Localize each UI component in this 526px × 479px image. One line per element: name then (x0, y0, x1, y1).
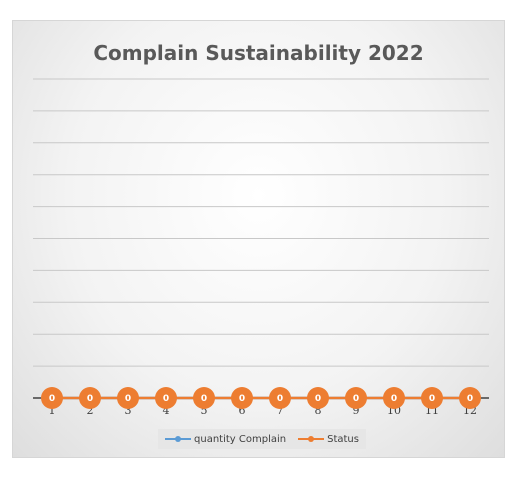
data-label: 0 (87, 394, 93, 404)
x-tick-label: 4 (163, 404, 170, 417)
x-tick-label: 2 (87, 404, 94, 417)
data-point-status (231, 387, 253, 409)
data-point-status (459, 387, 481, 409)
data-label: 0 (277, 394, 283, 404)
data-point-status (193, 387, 215, 409)
data-point-status (307, 387, 329, 409)
data-label: 0 (353, 394, 359, 404)
chart-title: Complain Sustainability 2022 (93, 41, 424, 65)
data-label: 0 (201, 394, 207, 404)
x-tick-label: 7 (277, 404, 284, 417)
data-label: 0 (467, 394, 473, 404)
legend: quantity Complain Status (158, 429, 366, 449)
data-point-status (155, 387, 177, 409)
data-point-status (345, 387, 367, 409)
data-point-status (269, 387, 291, 409)
data-point-status (117, 387, 139, 409)
chart-area: Complain Sustainability 2022 1 2 3 4 5 6 7 8 9 10… (12, 20, 505, 458)
data-label: 0 (49, 394, 55, 404)
data-label: 0 (315, 394, 321, 404)
data-point-status (41, 387, 63, 409)
data-point-status (421, 387, 443, 409)
x-tick-label: 6 (239, 404, 246, 417)
data-point-status (79, 387, 101, 409)
legend-entry-status: Status (298, 434, 359, 445)
legend-label-status: Status (327, 433, 359, 445)
x-tick-label: 8 (315, 404, 322, 417)
data-label: 0 (163, 394, 169, 404)
data-label: 0 (239, 394, 245, 404)
x-tick-label: 3 (125, 404, 132, 417)
plot-area: 1 2 3 4 5 6 7 8 9 10 11 120 0 0 0 0 0 0 0 0 0 0 0 (33, 78, 489, 417)
x-tick-label: 9 (353, 404, 360, 417)
x-tick-label: 1 (49, 404, 56, 417)
legend-swatch-quantity-complain (165, 435, 192, 443)
data-label: 0 (391, 394, 397, 404)
data-point-status (383, 387, 405, 409)
data-label: 0 (125, 394, 131, 404)
legend-entry-quantity-complain: quantity Complain (165, 434, 286, 445)
legend-label-quantity-complain: quantity Complain (194, 433, 287, 445)
data-label: 0 (429, 394, 435, 404)
legend-swatch-status (298, 435, 325, 443)
x-tick-label: 5 (201, 404, 208, 417)
